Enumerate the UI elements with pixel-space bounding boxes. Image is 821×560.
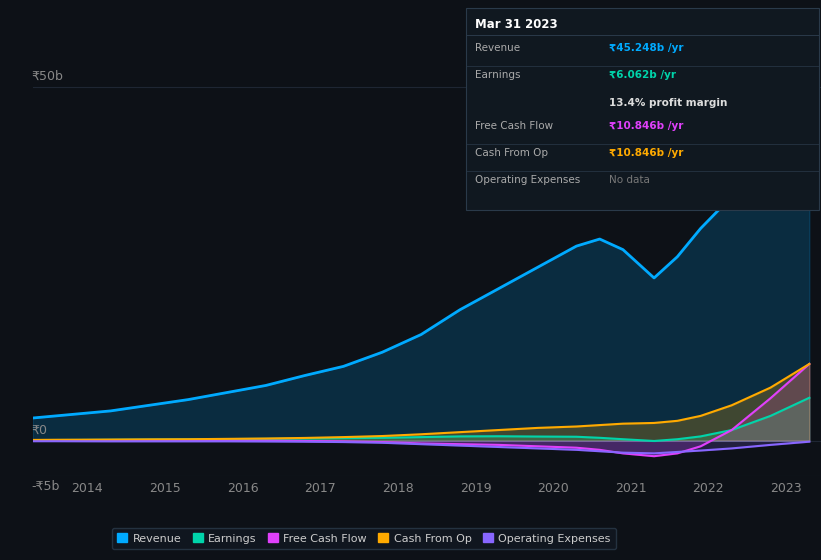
Text: Free Cash Flow: Free Cash Flow — [475, 121, 553, 130]
Text: -₹5b: -₹5b — [31, 480, 60, 493]
Text: ₹6.062b /yr: ₹6.062b /yr — [609, 71, 677, 80]
Text: Cash From Op: Cash From Op — [475, 148, 548, 158]
Text: Earnings: Earnings — [475, 71, 521, 80]
Text: Revenue: Revenue — [475, 43, 521, 53]
Text: ₹50b: ₹50b — [31, 70, 63, 83]
Text: Operating Expenses: Operating Expenses — [475, 175, 580, 185]
Text: ₹0: ₹0 — [31, 423, 48, 437]
Text: ₹45.248b /yr: ₹45.248b /yr — [609, 43, 684, 53]
Legend: Revenue, Earnings, Free Cash Flow, Cash From Op, Operating Expenses: Revenue, Earnings, Free Cash Flow, Cash … — [112, 528, 616, 549]
Text: Mar 31 2023: Mar 31 2023 — [475, 18, 558, 31]
Text: ₹10.846b /yr: ₹10.846b /yr — [609, 121, 684, 130]
Text: 13.4% profit margin: 13.4% profit margin — [609, 97, 727, 108]
Text: ₹10.846b /yr: ₹10.846b /yr — [609, 148, 684, 158]
Text: No data: No data — [609, 175, 650, 185]
